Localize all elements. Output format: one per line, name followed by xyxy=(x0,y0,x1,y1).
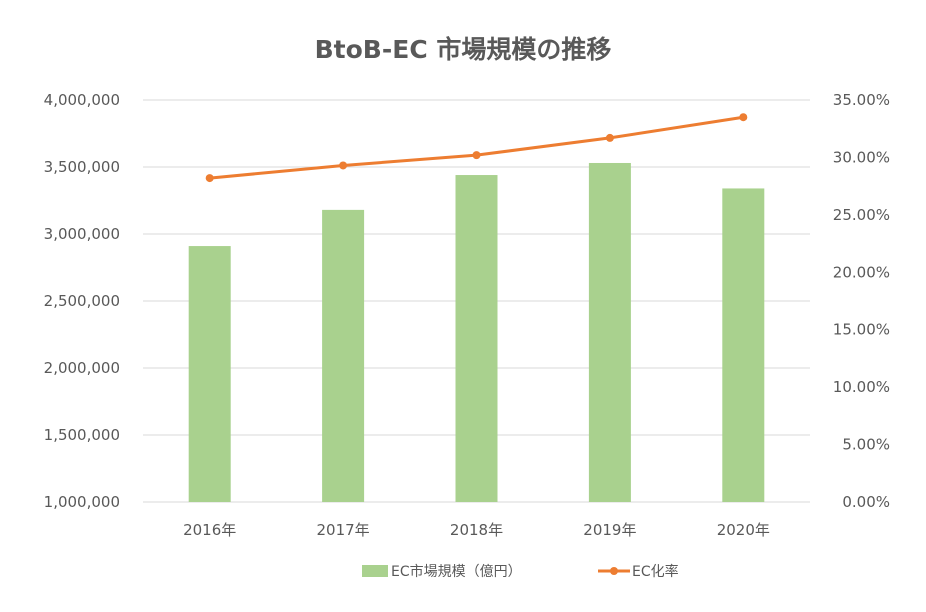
y-right-tick-label: 25.00% xyxy=(833,206,890,224)
axis-labels: 1,000,000 1,500,000 2,000,000 2,500,000 3,00… xyxy=(44,91,890,539)
x-tick-label: 2020年 xyxy=(717,521,770,539)
x-tick-label: 2017年 xyxy=(317,521,370,539)
line-point xyxy=(739,113,748,122)
line-point xyxy=(472,151,481,160)
line-series xyxy=(205,113,748,183)
y-right-tick-label: 20.00% xyxy=(833,263,890,281)
y-right-tick-label: 35.00% xyxy=(833,91,890,109)
x-tick-label: 2018年 xyxy=(450,521,503,539)
y-right-tick-label: 15.00% xyxy=(833,321,890,339)
bar xyxy=(455,175,498,503)
bar-series xyxy=(188,162,765,503)
chart-title: BtoB-EC 市場規模の推移 xyxy=(314,35,612,64)
legend: EC市場規模（億円） EC化率 xyxy=(362,563,679,580)
y-right-tick-label: 0.00% xyxy=(842,493,890,511)
y-left-tick-label: 1,500,000 xyxy=(44,426,120,444)
x-tick-label: 2019年 xyxy=(583,521,636,539)
legend-bar-swatch xyxy=(362,565,388,577)
bar xyxy=(588,162,631,503)
y-left-tick-label: 3,500,000 xyxy=(44,158,120,176)
y-right-tick-label: 10.00% xyxy=(833,378,890,396)
bar xyxy=(322,209,365,502)
legend-line-marker xyxy=(610,567,618,575)
line-point xyxy=(205,174,214,183)
line-point xyxy=(339,161,348,170)
series-line xyxy=(209,115,744,180)
y-right-tick-label: 5.00% xyxy=(842,436,890,454)
y-left-tick-label: 4,000,000 xyxy=(44,91,120,109)
x-tick-label: 2016年 xyxy=(183,521,236,539)
legend-label-bar: EC市場規模（億円） xyxy=(391,563,522,580)
bar xyxy=(188,246,231,502)
y-left-tick-label: 3,000,000 xyxy=(44,225,120,243)
y-left-tick-label: 2,000,000 xyxy=(44,359,120,377)
y-right-tick-label: 30.00% xyxy=(833,148,890,166)
y-left-tick-label: 2,500,000 xyxy=(44,292,120,310)
y-left-tick-label: 1,000,000 xyxy=(44,493,120,511)
bar xyxy=(722,188,765,502)
line-point xyxy=(605,133,614,142)
legend-label-line: EC化率 xyxy=(632,563,679,580)
